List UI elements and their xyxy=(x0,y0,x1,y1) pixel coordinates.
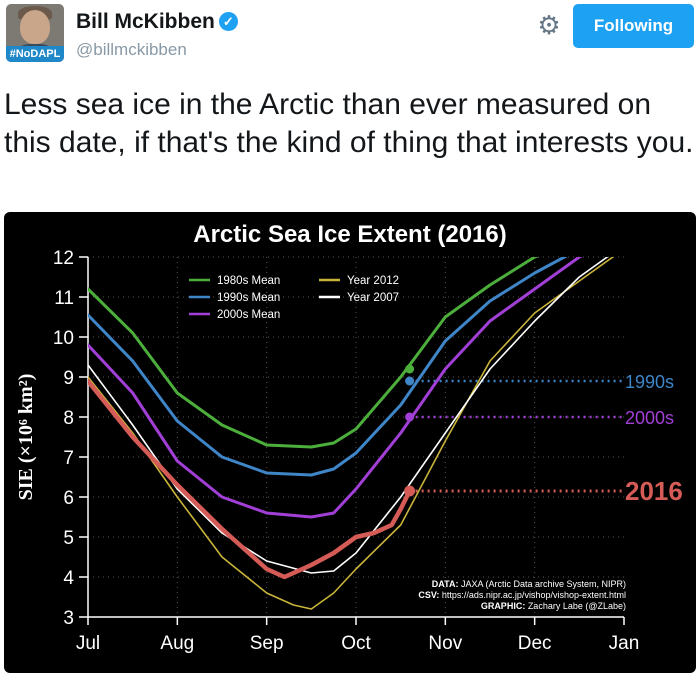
y-tick-label: 9 xyxy=(63,368,74,389)
y-tick-label: 12 xyxy=(53,248,74,269)
y-tick-label: 6 xyxy=(63,488,74,509)
credit-value: https://ads.nipr.ac.jp/vishop/vishop-ext… xyxy=(442,590,626,600)
chart-title: Arctic Sea Ice Extent (2016) xyxy=(193,221,507,248)
x-tick-label: Dec xyxy=(518,633,552,654)
following-button[interactable]: Following xyxy=(573,4,694,48)
credit-label: GRAPHIC: xyxy=(481,601,528,611)
series-line-2000s-mean xyxy=(88,257,583,519)
legend-label: Year 2012 xyxy=(347,275,399,287)
y-tick-label: 7 xyxy=(63,448,74,469)
tweet-header: #NoDAPL Bill McKibben ✓ @billmckibben ⚙ F… xyxy=(0,0,700,80)
tweet-text: Less sea ice in the Arctic than ever mea… xyxy=(4,88,694,159)
x-tick-label: Oct xyxy=(341,633,371,654)
marker-2016 xyxy=(404,485,416,497)
author-name[interactable]: Bill McKibben xyxy=(76,10,215,33)
x-tick-label: Sep xyxy=(250,633,284,654)
verified-badge-icon: ✓ xyxy=(218,12,238,31)
credit-value: Zachary Labe (@ZLabe) xyxy=(528,601,626,611)
x-tick-label: Aug xyxy=(160,633,194,654)
chart-image[interactable]: Arctic Sea Ice Extent (2016) SIE (×10⁶ km… xyxy=(4,212,696,673)
avatar-face xyxy=(20,10,50,44)
series-line-year-2007 xyxy=(88,257,609,574)
series-line-1980s-mean xyxy=(88,257,540,449)
annotation-label-2000s: 2000s xyxy=(625,408,674,428)
y-tick-label: 11 xyxy=(54,288,74,309)
series-line-1990s-mean xyxy=(88,257,568,477)
author-name-row[interactable]: Bill McKibben ✓ xyxy=(76,10,238,34)
marker-2000s-mean xyxy=(405,412,415,422)
gear-icon[interactable]: ⚙ xyxy=(537,10,561,40)
author-handle[interactable]: @billmckibben xyxy=(76,40,187,59)
credit-line: GRAPHIC: Zachary Labe (@ZLabe) xyxy=(481,601,626,611)
avatar[interactable]: #NoDAPL xyxy=(6,4,64,62)
credit-line: DATA: JAXA (Arctic Data archive System, … xyxy=(432,579,626,589)
series-line-2016 xyxy=(88,378,412,580)
y-tick-label: 4 xyxy=(63,568,74,589)
marker-1990s-mean xyxy=(405,376,415,386)
marker-1980s-mean xyxy=(405,364,415,374)
credit-label: DATA: xyxy=(432,579,461,589)
x-tick-label: Jan xyxy=(609,633,640,654)
x-tick-label: Nov xyxy=(428,633,462,654)
annotation-label-2016: 2016 xyxy=(625,476,683,506)
legend-label: 1990s Mean xyxy=(217,292,280,304)
y-tick-label: 10 xyxy=(53,328,74,349)
sea-ice-chart: Arctic Sea Ice Extent (2016) SIE (×10⁶ km… xyxy=(15,221,683,654)
y-tick-label: 8 xyxy=(63,408,74,429)
credit-label: CSV: xyxy=(418,590,442,600)
legend-label: Year 2007 xyxy=(347,292,399,304)
y-tick-label: 3 xyxy=(63,608,74,629)
annotation-label-1990s: 1990s xyxy=(625,372,674,392)
y-tick-label: 5 xyxy=(63,528,74,549)
credit-line: CSV: https://ads.nipr.ac.jp/vishop/visho… xyxy=(418,590,626,600)
avatar-hashtag: #NoDAPL xyxy=(6,46,64,62)
series-line-year-2012 xyxy=(88,257,615,610)
x-tick-label: Jul xyxy=(76,633,100,654)
legend-label: 1980s Mean xyxy=(217,275,280,287)
credit-value: JAXA (Arctic Data archive System, NIPR) xyxy=(461,579,626,589)
legend-label: 2000s Mean xyxy=(217,309,280,321)
y-axis-label: SIE (×10⁶ km²) xyxy=(15,374,37,501)
